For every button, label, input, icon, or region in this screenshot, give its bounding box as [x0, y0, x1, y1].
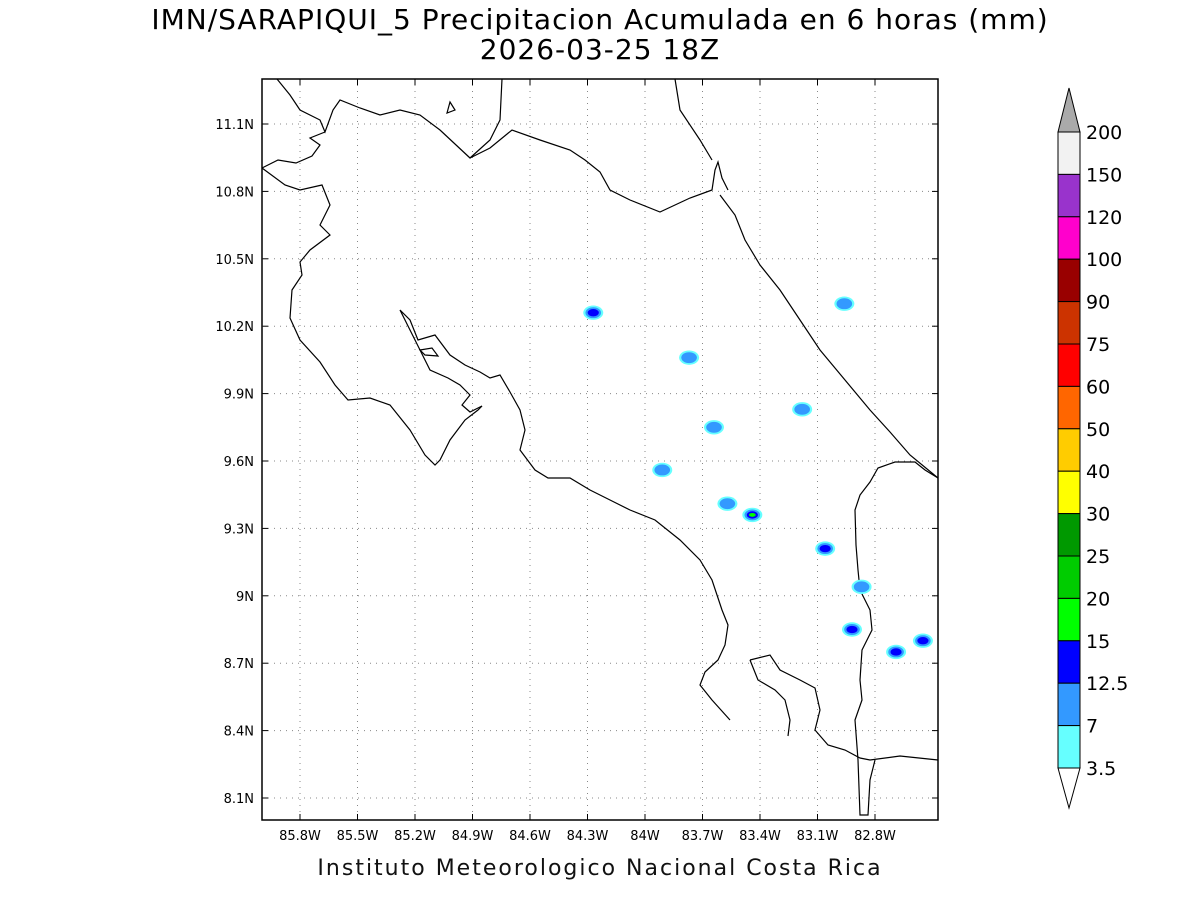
colorbar-label: 50 — [1086, 419, 1110, 441]
colorbar-swatch — [1057, 470, 1081, 515]
x-tick-label: 84.3W — [567, 829, 609, 844]
colorbar-label: 100 — [1086, 249, 1122, 271]
colorbar-swatch — [1057, 725, 1081, 769]
precip-cell — [742, 507, 763, 523]
precip-cell — [815, 541, 836, 556]
precip-contour — [587, 309, 599, 317]
precip-cell — [834, 296, 855, 311]
coastline — [261, 78, 939, 816]
colorbar-label: 15 — [1086, 631, 1110, 653]
colorbar-label: 12.5 — [1086, 673, 1128, 695]
precip-contour — [846, 625, 858, 634]
colorbar-swatch — [1057, 258, 1081, 303]
precipitation-layer — [583, 296, 933, 660]
colorbar-swatch — [1057, 513, 1081, 557]
colorbar-under-arrow — [1057, 767, 1081, 810]
colorbar-swatch — [1057, 131, 1081, 175]
y-tick-label: 10.2N — [215, 320, 254, 335]
y-tick-label: 9N — [236, 590, 254, 605]
x-tick-label: 85.2W — [394, 829, 436, 844]
precip-cell — [792, 402, 813, 417]
colorbar-label: 3.5 — [1086, 758, 1116, 780]
precip-contour — [819, 544, 831, 553]
precip-cell — [886, 644, 907, 660]
precip-contour — [681, 352, 697, 364]
y-tick-label: 8.7N — [224, 657, 254, 672]
precip-contour — [654, 464, 671, 476]
precip-cell — [842, 622, 862, 637]
y-tick-label: 8.1N — [224, 792, 254, 807]
x-tick-label: 84W — [630, 829, 660, 844]
colorbar-label: 75 — [1086, 334, 1110, 356]
colorbar-label: 200 — [1086, 122, 1122, 144]
colorbar-label: 30 — [1086, 504, 1110, 526]
precip-contour — [853, 581, 870, 593]
y-tick-label: 11.1N — [215, 118, 254, 133]
precip-cell — [912, 633, 933, 648]
precip-cell — [652, 462, 673, 478]
longitude-axis: 85.8W 85.5W 85.2W 84.9W 84.6W 84.3W 84W 83.7W 83… — [279, 79, 896, 844]
x-tick-label: 84.6W — [509, 829, 551, 844]
precip-cell — [679, 350, 700, 365]
colorbar-swatch — [1057, 216, 1081, 260]
colorbar-label: 40 — [1086, 461, 1110, 483]
x-tick-label: 85.5W — [337, 829, 379, 844]
latitude-axis: 11.1N 10.8N 10.5N 10.2N 9.9N 9.6N 9.3N 9N 8.7N 8.… — [215, 118, 938, 807]
colorbar-swatch — [1057, 343, 1081, 387]
colorbar-swatch — [1057, 640, 1081, 684]
precip-contour — [706, 421, 722, 433]
colorbar-label: 120 — [1086, 207, 1122, 229]
map-frame — [261, 78, 939, 821]
map-title: IMN/SARAPIQUI_5 Precipitacion Acumulada … — [151, 3, 1049, 36]
colorbar-over-arrow — [1057, 87, 1081, 133]
colorbar-swatch — [1057, 301, 1081, 345]
colorbar-label: 7 — [1086, 716, 1098, 738]
colorbar: 200 150 120 100 90 75 60 50 40 30 25 20 15 12.5 7 3.5 — [1057, 87, 1128, 810]
colorbar-label: 90 — [1086, 292, 1110, 314]
precip-contour — [748, 513, 756, 517]
y-tick-label: 8.4N — [224, 725, 254, 740]
y-tick-label: 9.6N — [224, 455, 254, 470]
x-tick-label: 83.4W — [739, 829, 781, 844]
precip-contour — [836, 298, 853, 310]
colorbar-swatch — [1057, 385, 1081, 430]
y-tick-label: 9.9N — [224, 388, 254, 403]
x-tick-label: 84.9W — [452, 829, 494, 844]
colorbar-swatch — [1057, 597, 1081, 642]
colorbar-swatch — [1057, 682, 1081, 727]
colorbar-swatch — [1057, 555, 1081, 599]
precip-contour — [719, 498, 736, 510]
precip-contour — [917, 637, 929, 645]
colorbar-label: 20 — [1086, 588, 1110, 610]
precip-cell — [717, 496, 738, 511]
x-tick-label: 82.8W — [854, 829, 896, 844]
precip-cell — [704, 420, 724, 435]
y-tick-label: 10.5N — [215, 253, 254, 268]
x-tick-label: 85.8W — [279, 829, 321, 844]
colorbar-swatch — [1057, 173, 1081, 218]
colorbar-label: 25 — [1086, 546, 1110, 568]
footer-credit: Instituto Meteorologico Nacional Costa R… — [317, 856, 883, 881]
colorbar-label: 150 — [1086, 164, 1122, 186]
precip-cell — [583, 305, 604, 320]
colorbar-label: 60 — [1086, 376, 1110, 398]
x-tick-label: 83.1W — [797, 829, 839, 844]
x-tick-label: 83.7W — [682, 829, 724, 844]
precip-contour — [794, 403, 810, 415]
precip-contour — [890, 648, 902, 656]
map-datetime: 2026-03-25 18Z — [479, 33, 721, 66]
precip-cell — [851, 579, 872, 595]
y-tick-label: 10.8N — [215, 185, 254, 200]
y-tick-label: 9.3N — [224, 522, 254, 537]
colorbar-swatch — [1057, 428, 1081, 472]
